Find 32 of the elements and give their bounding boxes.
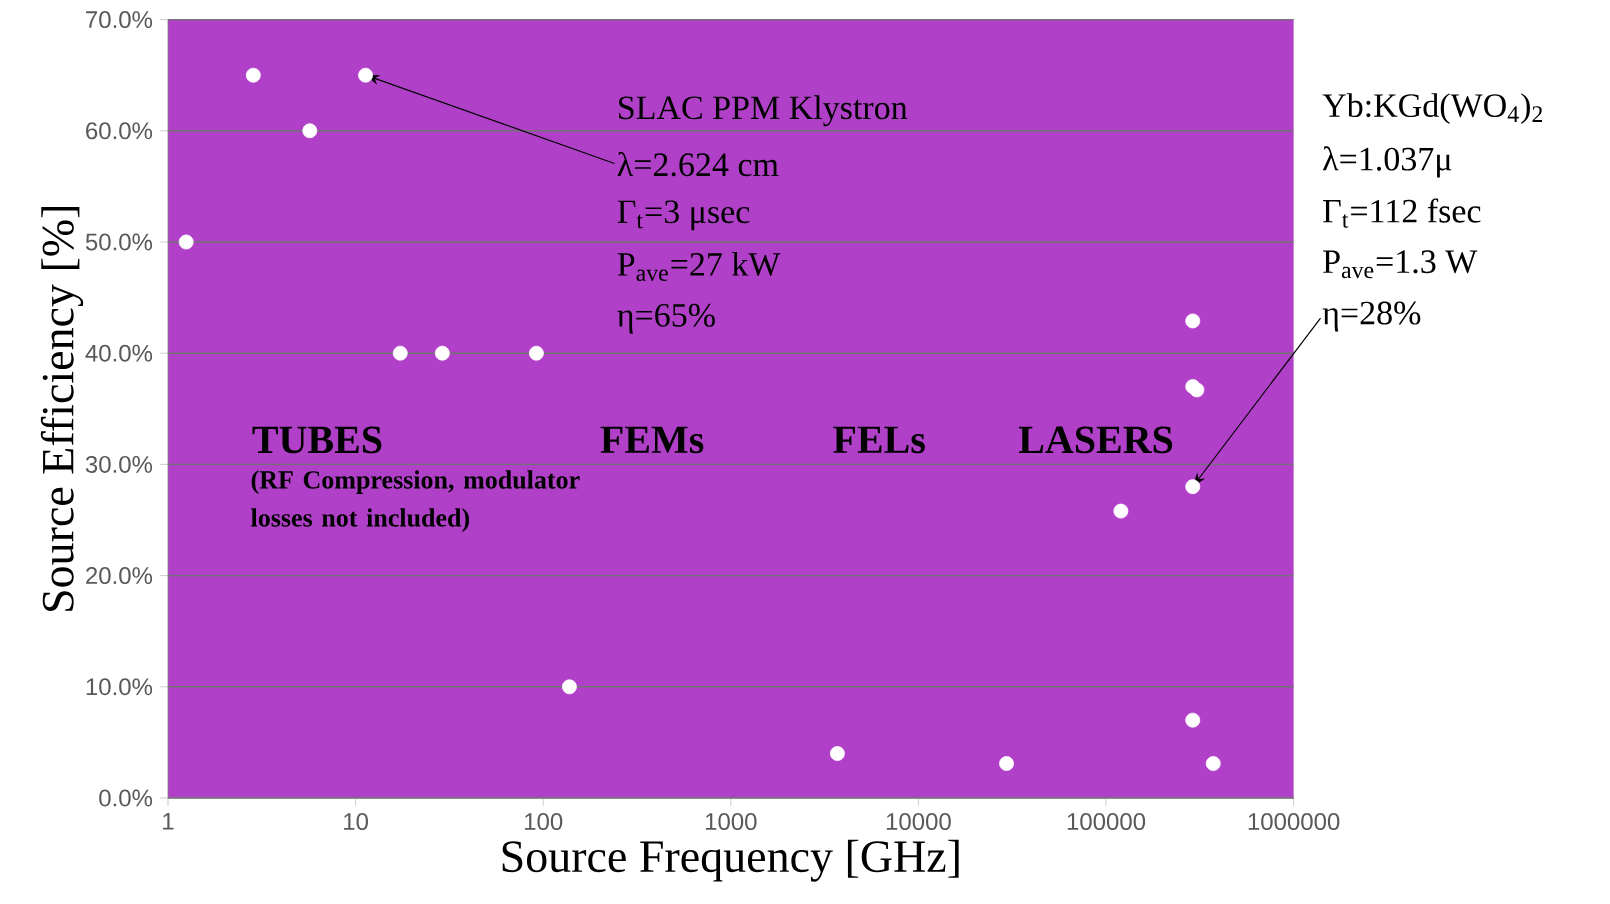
text: λ=1.037μ xyxy=(1323,146,1452,178)
y-tick-label: 0.0% xyxy=(99,789,153,807)
x-tick-label: 1000 xyxy=(705,813,757,831)
x-tick-label: 100 xyxy=(525,813,563,831)
y-tick-label: 30.0% xyxy=(85,455,153,473)
x-tick-label: 100000 xyxy=(1067,813,1146,831)
x-tick-label: 1 xyxy=(163,813,174,830)
annotation: P$_{ave}$=27 kW xyxy=(617,251,781,281)
y-tick-label: 20.0% xyxy=(86,567,153,585)
annotation: FELs xyxy=(833,426,925,454)
annotation: FEMs xyxy=(600,426,704,454)
annotation: SLAC PPM Klystron xyxy=(619,95,908,127)
annotation: Γ$_{t}$=3 μsec xyxy=(617,200,750,231)
annotation: (RF Compression, modulator losses not included) xyxy=(251,470,580,532)
x-tick-label: 10 xyxy=(344,813,369,831)
y-tick-label: 40.0% xyxy=(85,344,153,362)
text: Γ$_{t}$=112 fsec xyxy=(1323,198,1481,228)
y-tick-label: 50.0% xyxy=(85,233,153,251)
annotation: λ=2.624 cm xyxy=(617,151,779,177)
x-tick-label: 10000 xyxy=(886,813,951,831)
annotation: TUBES xyxy=(252,426,382,454)
y-tick-label: 70.0% xyxy=(86,11,153,29)
text: P$_{ave}$=1.3 W xyxy=(1323,250,1478,279)
y-tick-label: 60.0% xyxy=(86,122,153,140)
annotation: LASERS xyxy=(1018,426,1173,454)
x-axis-title: Source Frequency [GHz] xyxy=(502,839,959,882)
y-axis-title: Source Efficiency [%] xyxy=(40,206,84,611)
text: Yb:KGd(WO$_{4}$)$_{2}$ xyxy=(1322,93,1543,124)
x-tick-label: 1000000 xyxy=(1248,813,1340,831)
y-tick-label: 10.0% xyxy=(86,678,153,696)
annotation: η=28% xyxy=(1322,301,1421,332)
annotation: η=65% xyxy=(617,303,715,334)
